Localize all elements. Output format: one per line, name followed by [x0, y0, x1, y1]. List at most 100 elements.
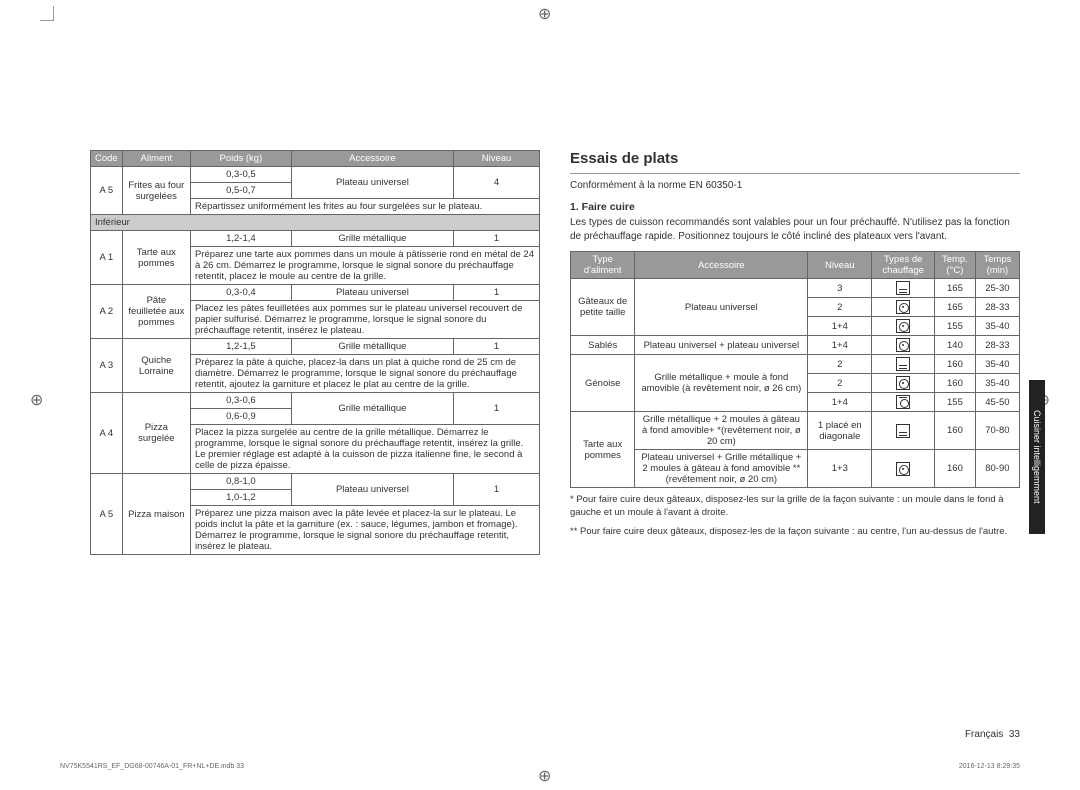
cell-icon: [872, 374, 935, 393]
cell-acc: Plateau universel: [291, 474, 453, 506]
cell-acc: Grille métallique: [291, 231, 453, 247]
cell-acc: Plateau universel + Grille métallique + …: [635, 450, 808, 488]
cell-time: 28-33: [975, 336, 1019, 355]
cell-acc: Plateau universel: [635, 279, 808, 336]
cell-temp: 160: [935, 355, 976, 374]
cell-poids: 0,3-0,4: [190, 285, 291, 301]
cell-temp: 160: [935, 450, 976, 488]
cell-time: 35-40: [975, 355, 1019, 374]
footer-lang: Français: [965, 729, 1003, 740]
footer-page: 33: [1009, 729, 1020, 740]
cell-aliment: Pizza surgelée: [122, 393, 190, 474]
cell-niv: 1+4: [808, 317, 872, 336]
intro-text: Les types de cuisson recommandés sont va…: [570, 216, 1020, 243]
cell-poids: 0,3-0,6: [190, 393, 291, 409]
cell-temp: 155: [935, 317, 976, 336]
cell-aliment: Tarte aux pommes: [122, 231, 190, 285]
cell-temp: 140: [935, 336, 976, 355]
cell-instr: Préparez la pâte à quiche, placez-la dan…: [190, 355, 539, 393]
cell-aliment: Pizza maison: [122, 474, 190, 555]
baking-table: Type d'aliment Accessoire Niveau Types d…: [570, 251, 1020, 488]
cell-food: Gâteaux de petite taille: [571, 279, 635, 336]
th-heat: Types de chauffage: [872, 252, 935, 279]
cell-acc: Plateau universel: [291, 285, 453, 301]
right-column: Essais de plats Conformément à la norme …: [570, 150, 1020, 555]
cell-niv: 1: [454, 393, 540, 425]
cell-poids: 1,0-1,2: [190, 490, 291, 506]
cell-niv: 1+4: [808, 336, 872, 355]
th-poids: Poids (kg): [190, 151, 291, 167]
cell-food: Génoise: [571, 355, 635, 412]
section-title: Essais de plats: [570, 150, 1020, 167]
cell-code: A 3: [91, 339, 123, 393]
cell-niv: 1: [454, 231, 540, 247]
cell-poids: 0,3-0,5: [190, 167, 291, 183]
cell-temp: 165: [935, 298, 976, 317]
heat-fan-icon: [896, 462, 910, 476]
th-code: Code: [91, 151, 123, 167]
cell-icon: [872, 412, 935, 450]
left-column: Code Aliment Poids (kg) Accessoire Nivea…: [90, 150, 540, 555]
cell-niv: 2: [808, 355, 872, 374]
cell-instr: Placez la pizza surgelée au centre de la…: [190, 425, 539, 474]
cell-aliment: Frites au four surgelées: [122, 167, 190, 215]
footnote-2: ** Pour faire cuire deux gâteaux, dispos…: [570, 526, 1020, 539]
side-tab: Cuisiner intelligemment: [1029, 380, 1045, 534]
section-inferieur: Inférieur: [91, 215, 540, 231]
cell-poids: 1,2-1,4: [190, 231, 291, 247]
heading-faire-cuire: 1. Faire cuire: [570, 201, 1020, 213]
cell-instr: Placez les pâtes feuilletées aux pommes …: [190, 301, 539, 339]
th-niv: Niveau: [454, 151, 540, 167]
cell-niv: 1: [454, 339, 540, 355]
heat-fan-icon: [896, 319, 910, 333]
cell-code: A 5: [91, 474, 123, 555]
footer-timestamp: 2016-12-13 8:29:35: [959, 763, 1020, 770]
cell-poids: 0,6-0,9: [190, 409, 291, 425]
cell-icon: [872, 393, 935, 412]
cell-acc: Plateau universel: [291, 167, 453, 199]
page-footer: Français 33: [965, 729, 1020, 740]
cell-icon: [872, 298, 935, 317]
cell-instr: Préparez une pizza maison avec la pâte l…: [190, 506, 539, 555]
cell-icon: [872, 336, 935, 355]
th-food: Type d'aliment: [571, 252, 635, 279]
cell-food: Tarte aux pommes: [571, 412, 635, 488]
cell-niv: 2: [808, 374, 872, 393]
cell-code: A 5: [91, 167, 123, 215]
cell-time: 45-50: [975, 393, 1019, 412]
cell-time: 35-40: [975, 374, 1019, 393]
cell-code: A 1: [91, 231, 123, 285]
heat-fan-icon: [896, 338, 910, 352]
cell-food: Sablés: [571, 336, 635, 355]
cell-acc: Grille métallique + 2 moules à gâteau à …: [635, 412, 808, 450]
cell-instr: Répartissez uniformément les frites au f…: [190, 199, 539, 215]
cell-poids: 0,5-0,7: [190, 183, 291, 199]
subtitle: Conformément à la norme EN 60350-1: [570, 180, 1020, 191]
cell-niv: 2: [808, 298, 872, 317]
th-time: Temps (min): [975, 252, 1019, 279]
cell-niv: 1: [454, 474, 540, 506]
cell-niv: 1+4: [808, 393, 872, 412]
cell-time: 70-80: [975, 412, 1019, 450]
cooking-codes-table: Code Aliment Poids (kg) Accessoire Nivea…: [90, 150, 540, 555]
th-acc: Accessoire: [635, 252, 808, 279]
cell-temp: 165: [935, 279, 976, 298]
cell-aliment: Quiche Lorraine: [122, 339, 190, 393]
footnote-1: * Pour faire cuire deux gâteaux, dispose…: [570, 494, 1020, 520]
cell-code: A 4: [91, 393, 123, 474]
cell-temp: 155: [935, 393, 976, 412]
cell-acc: Grille métallique: [291, 339, 453, 355]
cell-poids: 0,8-1,0: [190, 474, 291, 490]
cell-temp: 160: [935, 412, 976, 450]
cell-niv: 1: [454, 285, 540, 301]
cell-niv: 1+3: [808, 450, 872, 488]
footer-filename: NV75K5541RS_EF_DG68-00746A-01_FR+NL+DE.i…: [60, 763, 244, 770]
cell-acc: Plateau universel + plateau universel: [635, 336, 808, 355]
cell-code: A 2: [91, 285, 123, 339]
cell-icon: [872, 355, 935, 374]
th-aliment: Aliment: [122, 151, 190, 167]
cell-niv: 1 placé en diagonale: [808, 412, 872, 450]
cell-time: 80-90: [975, 450, 1019, 488]
heat-conventional-icon: [896, 281, 910, 295]
heat-conventional-icon: [896, 357, 910, 371]
